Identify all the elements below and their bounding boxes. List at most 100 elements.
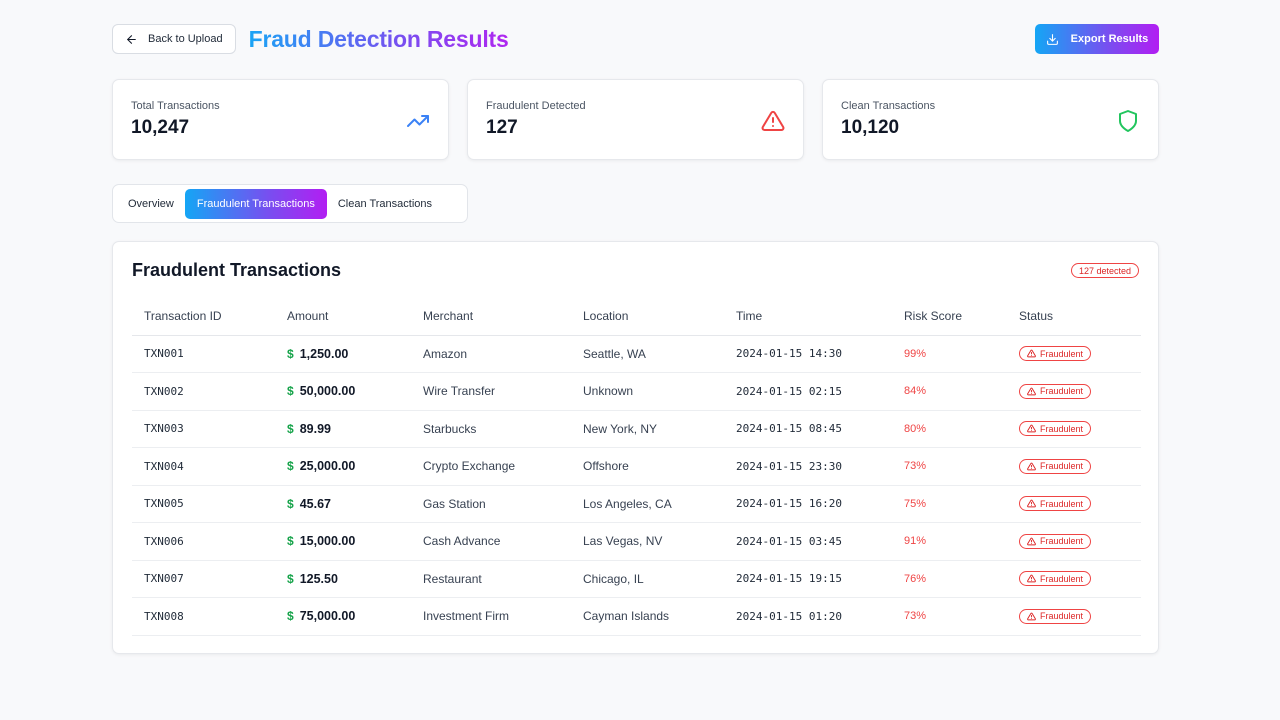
table-row[interactable]: TXN002 $50,000.00 Wire Transfer Unknown … <box>132 372 1141 411</box>
stat-value: 10,120 <box>841 117 900 138</box>
status-label: Fraudulent <box>1040 348 1084 359</box>
tab-clean-transactions[interactable]: Clean Transactions <box>337 197 433 210</box>
location: Offshore <box>571 447 724 486</box>
amount-value: 45.67 <box>299 496 331 511</box>
transaction-id: TXN007 <box>132 560 275 598</box>
stats-row: Total Transactions 10,247 Fraudulent Det… <box>112 79 1159 160</box>
status-badge: Fraudulent <box>1019 383 1092 399</box>
amount-value: 75,000.00 <box>299 609 356 624</box>
location: Seattle, WA <box>571 335 724 373</box>
tab-overview[interactable]: Overview <box>128 197 174 210</box>
table-row[interactable]: TXN007 $125.50 Restaurant Chicago, IL 20… <box>132 560 1141 598</box>
transaction-id: TXN005 <box>132 485 275 523</box>
status-label: Fraudulent <box>1040 423 1084 434</box>
merchant: Restaurant <box>411 560 571 598</box>
page-header: Back to Upload Fraud Detection Results E… <box>112 24 1159 54</box>
status-badge: Fraudulent <box>1019 608 1092 624</box>
table-row[interactable]: TXN006 $15,000.00 Cash Advance Las Vegas… <box>132 522 1141 561</box>
currency-symbol: $ <box>287 609 294 624</box>
amount-cell: $125.50 <box>275 560 411 598</box>
status-badge: Fraudulent <box>1019 571 1092 587</box>
currency-symbol: $ <box>287 384 294 399</box>
status-badge: Fraudulent <box>1019 346 1092 362</box>
risk-score: 75% <box>892 485 1007 523</box>
alert-triangle-icon <box>1027 574 1036 583</box>
merchant: Crypto Exchange <box>411 447 571 486</box>
status-label: Fraudulent <box>1040 573 1084 584</box>
time: 2024-01-15 02:15 <box>724 372 892 411</box>
column-header-location: Location <box>571 297 724 336</box>
amount-cell: $75,000.00 <box>275 597 411 636</box>
risk-score: 73% <box>892 597 1007 636</box>
transaction-id: TXN006 <box>132 522 275 561</box>
transaction-id: TXN008 <box>132 597 275 636</box>
stat-card-fraudulent: Fraudulent Detected 127 <box>467 79 804 160</box>
risk-score: 80% <box>892 410 1007 448</box>
back-to-upload-button[interactable]: Back to Upload <box>112 24 236 54</box>
export-results-button[interactable]: Export Results <box>1035 24 1159 54</box>
table-row[interactable]: TXN008 $75,000.00 Investment Firm Cayman… <box>132 597 1141 636</box>
column-header-status: Status <box>1007 297 1141 336</box>
alert-triangle-icon <box>1027 537 1036 546</box>
status-badge: Fraudulent <box>1019 421 1092 437</box>
time: 2024-01-15 03:45 <box>724 522 892 561</box>
merchant: Investment Firm <box>411 597 571 636</box>
alert-triangle-icon <box>1027 387 1036 396</box>
status-badge: Fraudulent <box>1019 458 1092 474</box>
alert-triangle-icon <box>1027 462 1036 471</box>
risk-score: 99% <box>892 335 1007 373</box>
risk-score: 84% <box>892 372 1007 411</box>
amount-value: 25,000.00 <box>299 459 356 474</box>
stat-label: Total Transactions <box>131 100 220 112</box>
alert-triangle-icon <box>761 110 785 131</box>
transactions-table: Transaction ID Amount Merchant Location … <box>132 297 1141 636</box>
time: 2024-01-15 01:20 <box>724 597 892 636</box>
merchant: Amazon <box>411 335 571 373</box>
location: New York, NY <box>571 410 724 448</box>
transaction-id: TXN002 <box>132 372 275 411</box>
location: Chicago, IL <box>571 560 724 598</box>
tab-fraudulent-transactions[interactable]: Fraudulent Transactions <box>184 188 327 219</box>
status-cell: Fraudulent <box>1007 410 1141 448</box>
stat-value: 127 <box>486 117 518 138</box>
column-header-transaction-id: Transaction ID <box>132 297 275 336</box>
amount-value: 50,000.00 <box>299 384 356 399</box>
location: Unknown <box>571 372 724 411</box>
status-label: Fraudulent <box>1040 611 1084 622</box>
status-label: Fraudulent <box>1040 536 1084 547</box>
amount-cell: $89.99 <box>275 410 411 448</box>
table-row[interactable]: TXN004 $25,000.00 Crypto Exchange Offsho… <box>132 447 1141 486</box>
currency-symbol: $ <box>287 571 294 586</box>
status-cell: Fraudulent <box>1007 447 1141 486</box>
download-icon <box>1046 33 1058 45</box>
stat-label: Fraudulent Detected <box>486 100 586 112</box>
shield-icon <box>1119 110 1137 132</box>
time: 2024-01-15 19:15 <box>724 560 892 598</box>
risk-score: 91% <box>892 522 1007 561</box>
amount-cell: $25,000.00 <box>275 447 411 486</box>
status-label: Fraudulent <box>1040 386 1084 397</box>
stat-card-clean: Clean Transactions 10,120 <box>822 79 1159 160</box>
column-header-merchant: Merchant <box>411 297 571 336</box>
detected-count-badge: 127 detected <box>1070 263 1139 278</box>
status-badge: Fraudulent <box>1019 533 1092 549</box>
time: 2024-01-15 08:45 <box>724 410 892 448</box>
table-row[interactable]: TXN003 $89.99 Starbucks New York, NY 202… <box>132 410 1141 448</box>
transaction-id: TXN003 <box>132 410 275 448</box>
table-row[interactable]: TXN005 $45.67 Gas Station Los Angeles, C… <box>132 485 1141 523</box>
status-label: Fraudulent <box>1040 461 1084 472</box>
status-badge: Fraudulent <box>1019 496 1092 512</box>
column-header-risk-score: Risk Score <box>892 297 1007 336</box>
arrow-left-icon <box>127 34 136 44</box>
alert-triangle-icon <box>1027 349 1036 358</box>
export-button-label: Export Results <box>1070 33 1149 45</box>
currency-symbol: $ <box>287 534 294 549</box>
stat-label: Clean Transactions <box>841 100 936 112</box>
time: 2024-01-15 16:20 <box>724 485 892 523</box>
amount-cell: $45.67 <box>275 485 411 523</box>
table-row[interactable]: TXN001 $1,250.00 Amazon Seattle, WA 2024… <box>132 335 1141 373</box>
status-cell: Fraudulent <box>1007 485 1141 523</box>
alert-triangle-icon <box>1027 612 1036 621</box>
status-cell: Fraudulent <box>1007 597 1141 636</box>
status-cell: Fraudulent <box>1007 560 1141 598</box>
